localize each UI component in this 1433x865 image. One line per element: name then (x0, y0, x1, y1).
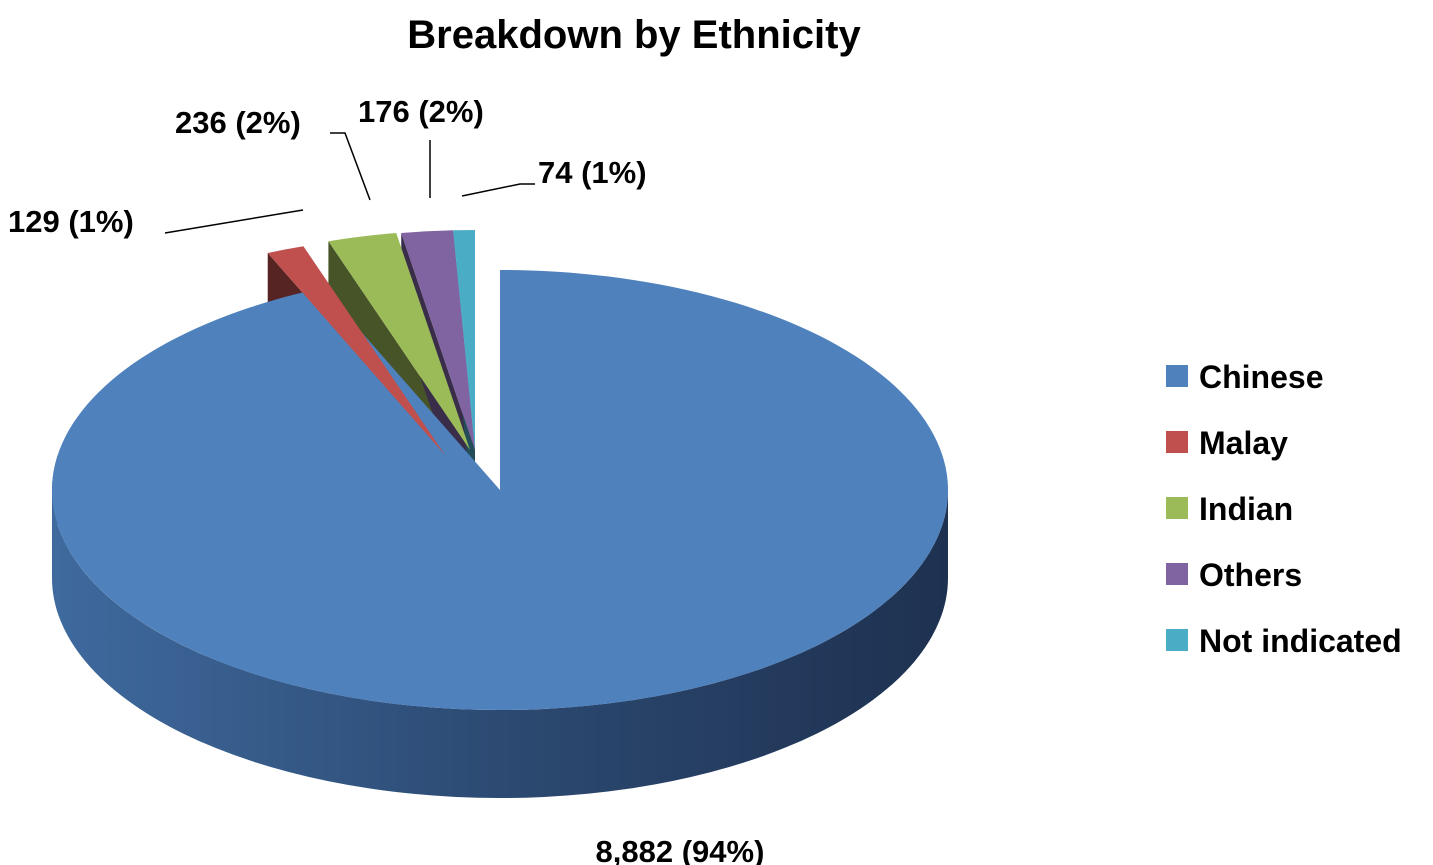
legend-item-others: Others (1166, 557, 1302, 593)
chart-title: Breakdown by Ethnicity (407, 13, 861, 57)
pie-slices (52, 230, 949, 711)
data-label-malay: 129 (1%) (8, 204, 134, 239)
legend-swatch (1166, 431, 1188, 453)
data-label-not-indicated: 74 (1%) (538, 155, 647, 190)
data-label-chinese: 8,882 (94%) (596, 834, 765, 865)
leader-line-malay (164, 209, 304, 234)
legend-label: Chinese (1199, 359, 1323, 395)
legend-swatch (1166, 563, 1188, 585)
pie-labels: 8,882 (94%) 129 (1%) 236 (2%) 176 (2%) 74 (1… (8, 94, 764, 865)
legend-item-indian: Indian (1166, 491, 1293, 527)
slice-malay (267, 246, 445, 455)
leader-line-not-indicated (461, 183, 535, 197)
slice-others (401, 230, 475, 450)
legend-item-not-indicated: Not indicated (1166, 623, 1402, 659)
legend: Chinese Malay Indian Others Not indicated (1166, 359, 1402, 659)
legend-label: Not indicated (1199, 623, 1402, 659)
legend-item-malay: Malay (1166, 425, 1288, 461)
slice-chinese (52, 270, 949, 711)
slice-side-chinese (52, 490, 948, 798)
slice-indian (328, 233, 470, 450)
legend-label: Others (1199, 557, 1302, 593)
legend-swatch (1166, 629, 1188, 651)
data-label-indian: 236 (2%) (175, 105, 301, 140)
slice-not-indicated (453, 230, 475, 450)
data-label-others: 176 (2%) (358, 94, 484, 129)
legend-item-chinese: Chinese (1166, 359, 1323, 395)
legend-label: Malay (1199, 425, 1288, 461)
legend-label: Indian (1199, 491, 1293, 527)
leader-line-indian (330, 132, 371, 201)
legend-swatch (1166, 365, 1188, 387)
legend-swatch (1166, 497, 1188, 519)
